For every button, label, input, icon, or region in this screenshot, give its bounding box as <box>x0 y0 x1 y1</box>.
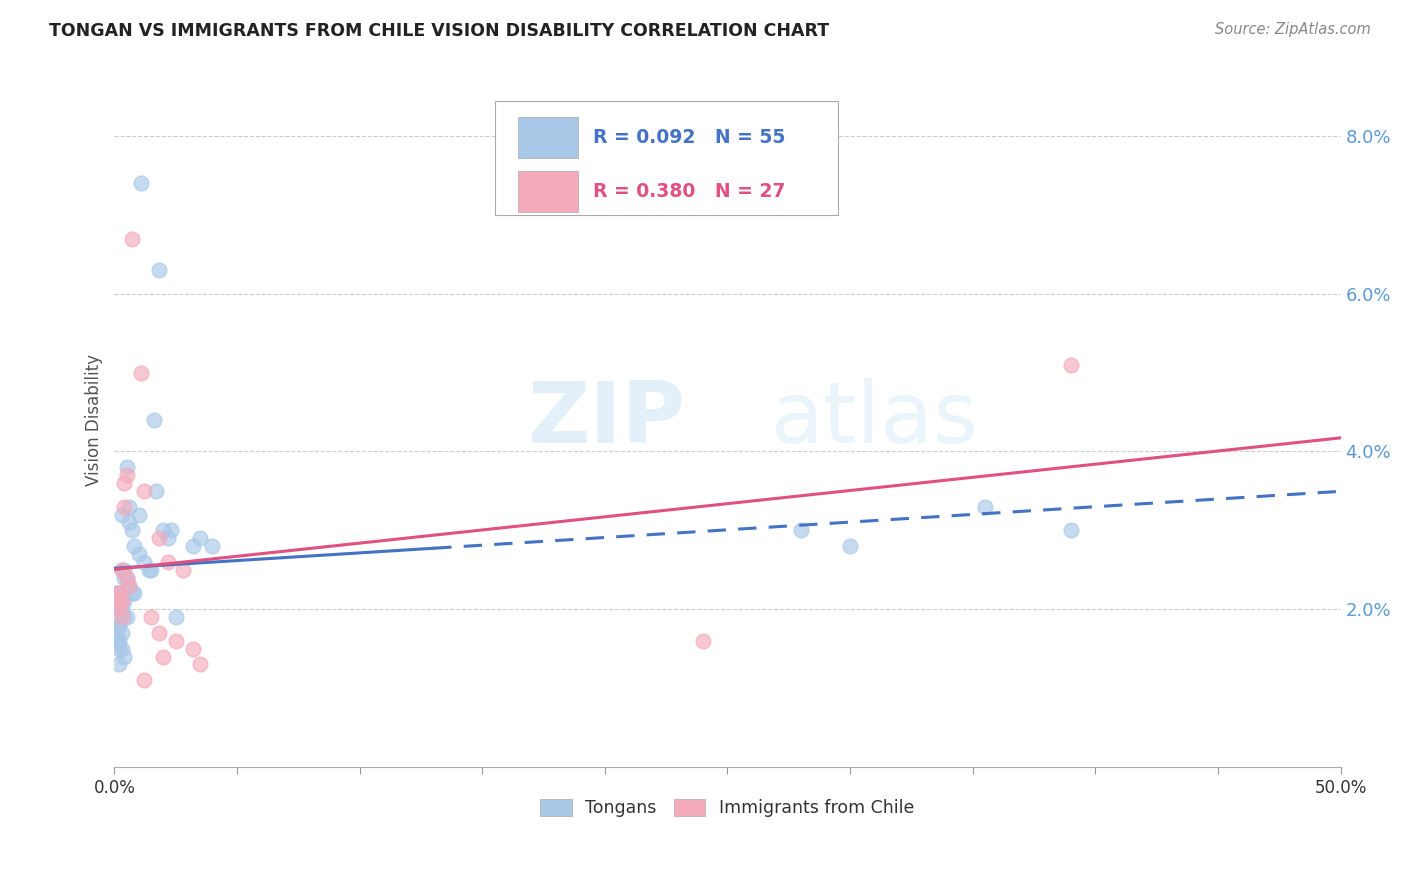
Point <box>105 618 128 632</box>
Point <box>839 539 862 553</box>
Point <box>112 649 135 664</box>
Point <box>108 602 131 616</box>
FancyBboxPatch shape <box>517 171 578 211</box>
Point <box>108 594 131 608</box>
Point <box>131 177 153 191</box>
Point <box>128 547 150 561</box>
Point <box>108 602 131 616</box>
Point <box>108 641 131 656</box>
Point <box>115 571 138 585</box>
Point <box>122 586 145 600</box>
Point <box>108 594 131 608</box>
Text: TONGAN VS IMMIGRANTS FROM CHILE VISION DISABILITY CORRELATION CHART: TONGAN VS IMMIGRANTS FROM CHILE VISION D… <box>49 22 830 40</box>
Point <box>201 539 224 553</box>
Point <box>115 468 138 483</box>
Point <box>105 633 128 648</box>
Point <box>112 594 135 608</box>
Point <box>111 563 134 577</box>
Point <box>122 539 145 553</box>
Point <box>115 460 138 475</box>
Text: R = 0.380   N = 27: R = 0.380 N = 27 <box>592 182 785 201</box>
Point <box>111 602 134 616</box>
Point <box>172 563 194 577</box>
Point <box>111 641 134 656</box>
Point <box>111 594 134 608</box>
Point <box>692 633 714 648</box>
Point <box>128 508 150 522</box>
Point <box>108 633 131 648</box>
Text: R = 0.092   N = 55: R = 0.092 N = 55 <box>592 128 785 147</box>
Point <box>148 263 170 277</box>
Point <box>112 610 135 624</box>
Point <box>157 555 180 569</box>
Point <box>111 594 134 608</box>
Text: Source: ZipAtlas.com: Source: ZipAtlas.com <box>1215 22 1371 37</box>
Point <box>148 625 170 640</box>
Point <box>152 649 174 664</box>
Text: ZIP: ZIP <box>527 378 685 461</box>
Point <box>1060 358 1083 372</box>
Point <box>108 586 131 600</box>
Point <box>111 610 134 624</box>
Text: atlas: atlas <box>770 378 979 461</box>
Point <box>105 633 128 648</box>
Point <box>111 625 134 640</box>
Point <box>108 618 131 632</box>
Point <box>142 413 165 427</box>
FancyBboxPatch shape <box>517 117 578 158</box>
Point <box>141 563 163 577</box>
Point <box>152 524 174 538</box>
Point <box>111 563 134 577</box>
Legend: Tongans, Immigrants from Chile: Tongans, Immigrants from Chile <box>533 792 921 824</box>
Point <box>181 539 204 553</box>
Point <box>112 500 135 514</box>
Y-axis label: Vision Disability: Vision Disability <box>86 354 103 486</box>
Point <box>105 586 128 600</box>
Point <box>105 602 128 616</box>
Point <box>118 578 141 592</box>
Point <box>112 571 135 585</box>
Point <box>131 366 153 380</box>
Point <box>138 563 160 577</box>
Point <box>157 531 180 545</box>
Point <box>118 578 141 592</box>
Point <box>188 531 211 545</box>
Point <box>1060 524 1083 538</box>
Point <box>121 231 143 245</box>
FancyBboxPatch shape <box>495 101 838 215</box>
Point <box>181 641 204 656</box>
Point <box>108 618 131 632</box>
Point <box>165 633 187 648</box>
Point <box>148 531 170 545</box>
Point <box>118 500 141 514</box>
Point <box>111 508 134 522</box>
Point <box>118 516 141 530</box>
Point <box>145 483 167 498</box>
Point <box>105 586 128 600</box>
Point <box>132 673 155 688</box>
Point <box>141 610 163 624</box>
Point <box>115 610 138 624</box>
Point <box>121 586 143 600</box>
Point <box>112 476 135 491</box>
Point <box>112 563 135 577</box>
Point <box>115 571 138 585</box>
Point <box>132 483 155 498</box>
Point <box>121 524 143 538</box>
Point <box>159 524 181 538</box>
Point <box>188 657 211 672</box>
Point <box>108 657 131 672</box>
Point <box>108 586 131 600</box>
Point <box>974 500 997 514</box>
Point <box>132 555 155 569</box>
Point <box>790 524 813 538</box>
Point <box>105 625 128 640</box>
Point <box>165 610 187 624</box>
